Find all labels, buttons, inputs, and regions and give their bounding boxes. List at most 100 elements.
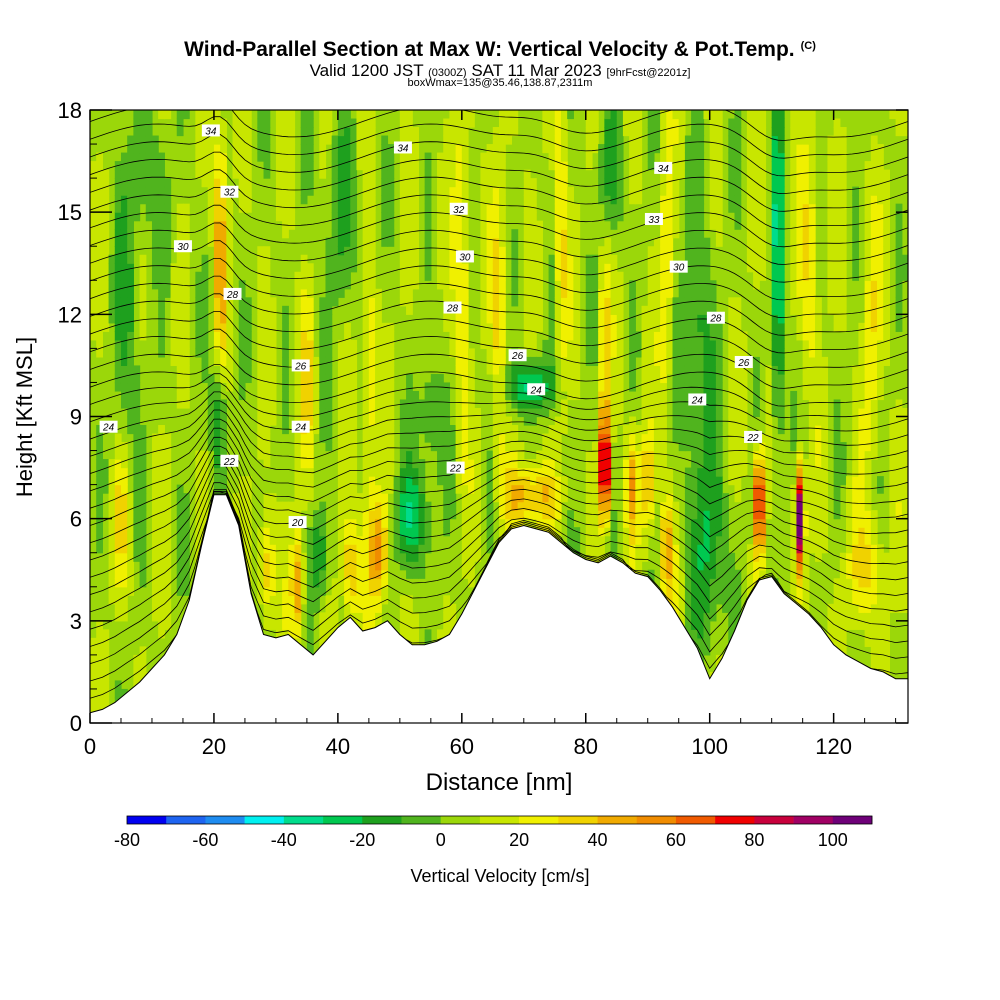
velocity-cell xyxy=(387,390,395,401)
velocity-cell xyxy=(877,186,884,196)
velocity-cell xyxy=(257,390,265,401)
velocity-cell xyxy=(375,365,382,375)
velocity-cell xyxy=(480,229,488,239)
velocity-cell xyxy=(499,484,506,494)
velocity-cell xyxy=(864,280,872,290)
velocity-cell xyxy=(492,135,500,145)
velocity-cell xyxy=(344,152,351,162)
velocity-cell xyxy=(337,127,345,137)
velocity-cell xyxy=(660,220,667,230)
velocity-cell xyxy=(263,271,271,281)
velocity-cell xyxy=(703,305,711,315)
velocity-cell xyxy=(96,663,103,673)
velocity-cell xyxy=(133,425,141,435)
velocity-cell xyxy=(511,229,519,239)
velocity-cell xyxy=(895,586,903,596)
velocity-cell xyxy=(864,161,872,171)
velocity-cell xyxy=(808,356,816,367)
velocity-cell xyxy=(399,254,407,264)
velocity-cell xyxy=(864,442,872,452)
velocity-cell xyxy=(852,373,860,384)
velocity-cell xyxy=(368,425,376,435)
velocity-cell xyxy=(523,229,531,239)
velocity-cell xyxy=(306,407,314,418)
velocity-cell xyxy=(499,161,506,171)
velocity-cell xyxy=(660,254,667,264)
velocity-cell xyxy=(511,484,519,494)
velocity-cell xyxy=(164,280,172,290)
velocity-cell xyxy=(381,373,389,384)
velocity-cell xyxy=(691,476,698,486)
velocity-cell xyxy=(120,569,128,579)
velocity-cell xyxy=(777,416,785,426)
velocity-cell xyxy=(337,586,345,596)
velocity-cell xyxy=(455,288,463,298)
velocity-cell xyxy=(548,339,556,349)
velocity-cell xyxy=(337,161,345,171)
velocity-cell xyxy=(728,314,736,324)
velocity-cell xyxy=(666,493,674,503)
velocity-cell xyxy=(195,322,203,332)
velocity-cell xyxy=(127,305,134,315)
velocity-cell xyxy=(337,425,345,435)
velocity-cell xyxy=(777,254,785,264)
velocity-cell xyxy=(870,637,878,647)
velocity-cell xyxy=(362,195,370,205)
velocity-cell xyxy=(567,373,574,384)
velocity-cell xyxy=(641,518,649,528)
velocity-cell xyxy=(492,271,500,281)
contour-label: 32 xyxy=(449,202,468,216)
velocity-cell xyxy=(337,544,345,554)
velocity-cell xyxy=(734,382,742,392)
velocity-cell xyxy=(759,467,767,477)
velocity-cell xyxy=(815,450,822,460)
velocity-cell xyxy=(660,280,667,290)
velocity-cell xyxy=(790,501,798,511)
velocity-cell xyxy=(839,161,847,171)
velocity-cell xyxy=(164,493,172,503)
velocity-cell xyxy=(703,450,711,460)
velocity-cell xyxy=(213,297,221,307)
velocity-cell xyxy=(839,135,847,145)
contour-label: 30 xyxy=(173,240,192,253)
velocity-cell xyxy=(715,544,723,554)
velocity-cell xyxy=(697,586,705,596)
velocity-cell xyxy=(437,195,444,205)
velocity-cell xyxy=(666,237,674,247)
velocity-cell xyxy=(709,212,717,222)
velocity-cell xyxy=(895,578,903,588)
velocity-cell xyxy=(263,578,271,588)
velocity-cell xyxy=(691,612,698,622)
velocity-cell xyxy=(796,535,804,545)
velocity-cell xyxy=(226,373,234,384)
velocity-cell xyxy=(635,442,643,452)
velocity-cell xyxy=(790,442,798,452)
velocity-cell xyxy=(176,365,184,375)
velocity-cell xyxy=(722,527,729,537)
velocity-cell xyxy=(616,356,624,367)
velocity-cell xyxy=(684,135,692,145)
velocity-cell xyxy=(182,356,190,367)
velocity-cell xyxy=(734,195,742,205)
velocity-cell xyxy=(90,637,97,647)
velocity-cell xyxy=(127,203,134,213)
velocity-cell xyxy=(703,595,711,605)
velocity-cell xyxy=(728,331,736,341)
velocity-cell xyxy=(300,433,308,443)
velocity-cell xyxy=(734,365,742,375)
velocity-cell xyxy=(728,297,736,307)
velocity-cell xyxy=(653,425,661,435)
velocity-cell xyxy=(455,152,463,162)
velocity-cell xyxy=(300,135,308,145)
velocity-cell xyxy=(269,297,277,307)
velocity-cell xyxy=(375,433,382,443)
velocity-cell xyxy=(684,561,692,571)
velocity-cell xyxy=(114,195,122,205)
velocity-cell xyxy=(114,220,122,230)
velocity-cell xyxy=(821,527,829,537)
velocity-cell xyxy=(715,527,723,537)
velocity-cell xyxy=(827,195,835,205)
velocity-cell xyxy=(102,305,110,315)
velocity-cell xyxy=(282,331,289,341)
velocity-cell xyxy=(226,229,234,239)
